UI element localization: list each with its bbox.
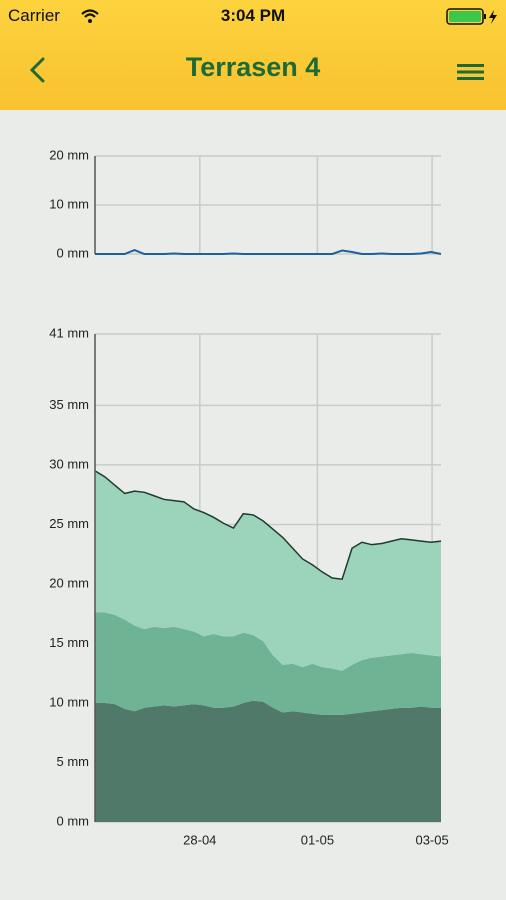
area-outline [94, 470, 442, 581]
y-tick-label: 25 mm [49, 516, 89, 531]
stacked-area [95, 470, 441, 671]
navigation-bar: Carrier 3:04 PM Terrasen 4 [0, 0, 506, 110]
y-tick-label: 10 mm [49, 694, 89, 709]
y-tick-label: 0 mm [57, 813, 90, 828]
stacked-area [95, 612, 441, 715]
screen-title: Terrasen 4 [185, 52, 321, 82]
back-button[interactable] [26, 56, 50, 86]
y-tick-label: 10 mm [49, 196, 89, 211]
y-tick-label: 30 mm [49, 456, 89, 471]
x-tick-label: 01-05 [301, 832, 334, 847]
y-tick-label: 20 mm [49, 147, 89, 162]
y-tick-label: 15 mm [49, 635, 89, 650]
menu-button[interactable] [456, 62, 486, 82]
x-tick-label: 28-04 [183, 832, 216, 847]
wifi-icon [81, 9, 99, 23]
y-tick-label: 35 mm [49, 397, 89, 412]
data-line [95, 249, 442, 255]
y-tick-label: 0 mm [57, 245, 90, 260]
clock: 3:04 PM [220, 6, 286, 25]
y-tick-label: 20 mm [49, 575, 89, 590]
y-tick-label: 41 mm [49, 325, 89, 340]
x-tick-label: 03-05 [415, 832, 448, 847]
stacked-area [95, 700, 441, 822]
carrier: Carrier [8, 6, 60, 25]
y-tick-label: 5 mm [57, 754, 90, 769]
battery-icon [446, 8, 497, 25]
